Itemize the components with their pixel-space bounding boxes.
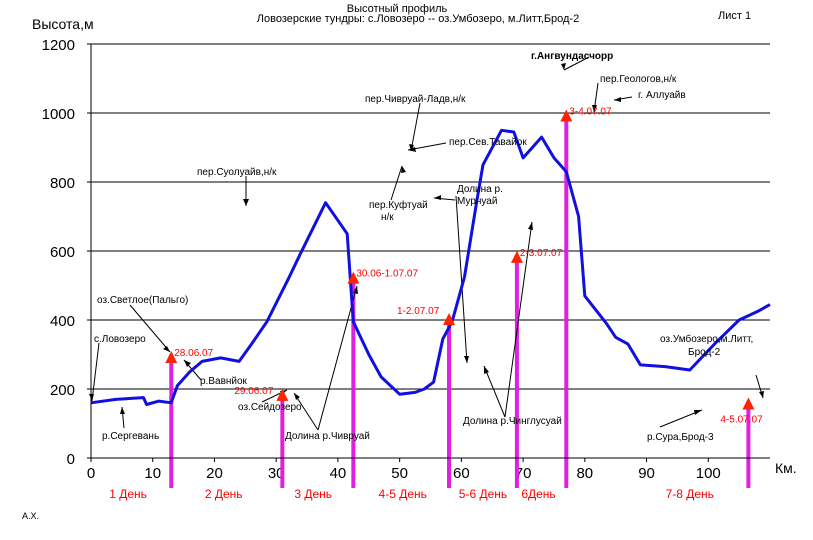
y-tick-label: 400 bbox=[50, 313, 75, 330]
day-label: 7-8 День bbox=[666, 487, 714, 501]
sheet-label: Лист 1 bbox=[718, 10, 751, 22]
annotations: оз.Светлое(Пальго) с.Ловозеро р.Вавнйок … bbox=[94, 51, 753, 443]
x-tick-label: 60 bbox=[453, 465, 470, 482]
annotation-suoluayv: пер.Суолуайв,н/к bbox=[197, 167, 277, 178]
camp-label: 1-2.07.07 bbox=[397, 306, 440, 317]
x-tick-label: 0 bbox=[87, 465, 95, 482]
day-label: 2 День bbox=[205, 487, 243, 501]
chart-title: Высотный профиль bbox=[347, 3, 448, 15]
annotation-lovozero: с.Ловозеро bbox=[94, 334, 146, 345]
camp-marker-triangle bbox=[742, 397, 755, 410]
annotation-chinglusuay: Долина р.Чинглусуай bbox=[463, 416, 562, 427]
day-label: 4-5 День bbox=[379, 487, 427, 501]
y-tick-label: 0 bbox=[67, 451, 75, 468]
annotation-sev-tavayok: пер.Сев.Тавайок bbox=[449, 137, 527, 148]
camp-label: 3-4.07.07 bbox=[569, 106, 612, 117]
camp-marker-triangle bbox=[347, 271, 360, 284]
annotation-angvundaschorr: г.Ангвундасчорр bbox=[531, 51, 613, 62]
x-tick-label: 10 bbox=[144, 465, 161, 482]
annotation-umbozero: оз.Умбозеро,м.Литт, bbox=[660, 333, 753, 345]
x-tick-label: 100 bbox=[696, 465, 721, 482]
annotation-alluayv: г. Аллуайв bbox=[638, 90, 686, 101]
camp-marker-triangle bbox=[510, 250, 523, 263]
camp-lines bbox=[169, 116, 751, 488]
x-tick-label: 50 bbox=[391, 465, 408, 482]
x-tick-label: 20 bbox=[206, 465, 223, 482]
annotation-murnuay-1: Долина р. bbox=[457, 184, 503, 195]
camp-marker-triangle bbox=[165, 350, 178, 363]
annotation-arrowheads bbox=[89, 63, 764, 415]
annotation-ozero-svetloe: оз.Светлое(Пальго) bbox=[97, 295, 188, 306]
y-tick-label: 200 bbox=[50, 382, 75, 399]
day-label: 5-6 День bbox=[459, 487, 507, 501]
annotation-sergevan: р.Сергевань bbox=[102, 431, 159, 442]
camp-labels: 28.06.07 29.06.07 30.06-1.07.07 1-2.07.07 2-… bbox=[174, 106, 763, 425]
camp-label: 4-5.07.07 bbox=[720, 415, 763, 426]
camp-markers bbox=[165, 109, 755, 410]
camp-label: 2-3.07.07 bbox=[520, 248, 563, 259]
annotation-kuftuay-nk: н/к bbox=[381, 212, 394, 223]
x-tick-label: 80 bbox=[576, 465, 593, 482]
y-tick-label: 1200 bbox=[42, 37, 75, 54]
annotation-sura: р.Сура,Брод-3 bbox=[647, 432, 714, 443]
x-tick-label: 90 bbox=[638, 465, 655, 482]
camp-marker-triangle bbox=[276, 388, 289, 401]
grid bbox=[91, 43, 770, 390]
x-tick-label: 30 bbox=[268, 465, 285, 482]
x-axis-label: Км. bbox=[775, 460, 797, 476]
day-labels: 1 День 2 День 3 День 4-5 День 5-6 День 6День 7… bbox=[109, 487, 714, 501]
annotation-chivruay-valley: Долина р.Чивруай bbox=[285, 431, 370, 442]
day-label: 1 День bbox=[109, 487, 147, 501]
author-label: А.Х. bbox=[22, 511, 39, 521]
y-tick-label: 1000 bbox=[42, 106, 75, 123]
annotation-seydozero: оз.Сейдозеро bbox=[238, 402, 302, 413]
annotation-kuftuay: пер.Куфтуай bbox=[369, 199, 428, 211]
annotation-murnuay-2: Мурнуай bbox=[457, 196, 497, 207]
annotation-brod-2: Брод-2 bbox=[688, 347, 721, 358]
chart-subtitle: Ловозерские тундры: с.Ловозеро -- оз.Умб… bbox=[257, 13, 579, 25]
annotation-geologov: пер.Геологов,н/к bbox=[600, 74, 677, 85]
day-label: 3 День bbox=[294, 487, 332, 501]
y-tick-label: 600 bbox=[50, 244, 75, 261]
axis-ticks: 0 200 400 600 800 1000 1200 0 10 20 30 40 50 60 70 80 90… bbox=[42, 37, 721, 482]
camp-label: 29.06.07 bbox=[234, 386, 273, 397]
y-axis-label: Высота,м bbox=[32, 16, 94, 32]
camp-label: 28.06.07 bbox=[174, 348, 213, 359]
day-label: 6День bbox=[521, 487, 555, 501]
camp-label: 30.06-1.07.07 bbox=[356, 269, 418, 280]
x-tick-label: 70 bbox=[515, 465, 532, 482]
camp-marker-triangle bbox=[560, 109, 573, 122]
y-tick-label: 800 bbox=[50, 175, 75, 192]
elevation-profile-line bbox=[90, 128, 771, 406]
annotation-vavnyok: р.Вавнйок bbox=[200, 376, 248, 387]
camp-marker-triangle bbox=[443, 313, 456, 325]
annotation-chivruay-ladv: пер.Чивруай-Ладв,н/к bbox=[365, 94, 466, 105]
x-tick-label: 40 bbox=[330, 465, 347, 482]
